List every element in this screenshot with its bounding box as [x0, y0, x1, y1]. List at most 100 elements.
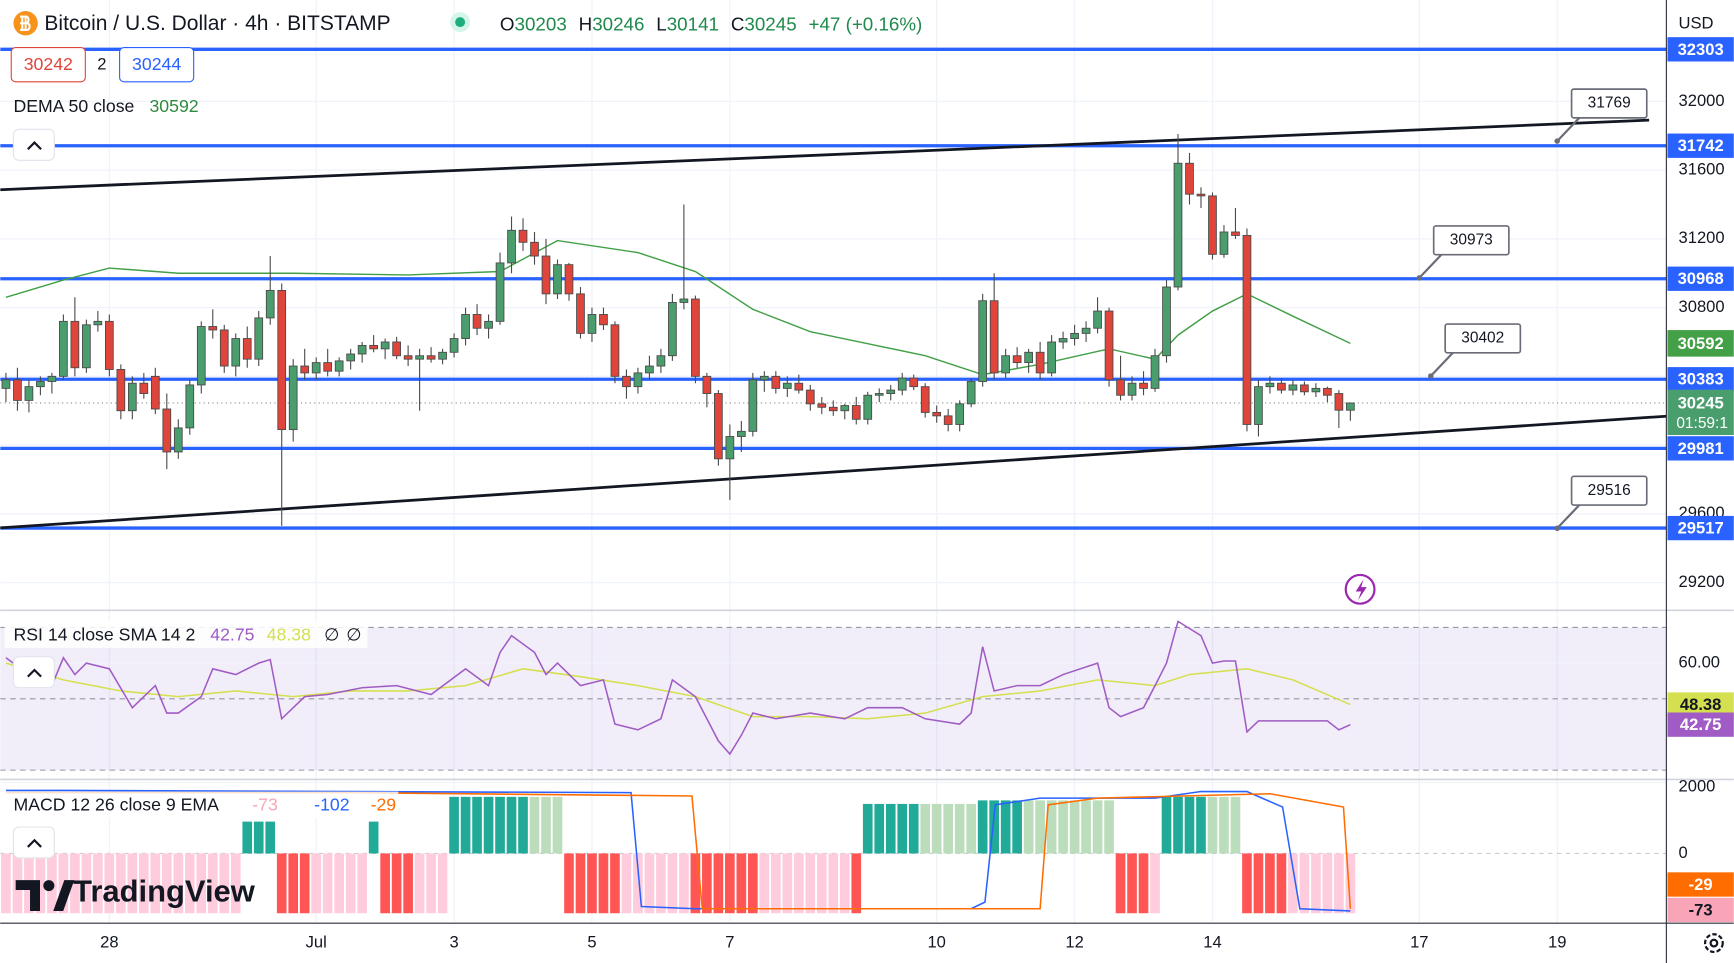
- candle-body: [668, 302, 677, 357]
- histogram-bar: [1115, 853, 1126, 914]
- histogram-bar: [414, 853, 425, 914]
- gear-hub[interactable]: [1709, 938, 1719, 948]
- histogram-bar: [1046, 800, 1057, 854]
- histogram-bar: [219, 853, 230, 914]
- bid-button[interactable]: [10, 46, 86, 83]
- button-frame[interactable]: [12, 128, 55, 161]
- alert-icon[interactable]: [1344, 573, 1376, 605]
- histogram-bar: [1081, 800, 1091, 854]
- macd-axis-label: -29: [1689, 875, 1713, 894]
- collapse-button[interactable]: [12, 656, 55, 689]
- x-tick-label: 3: [449, 932, 458, 951]
- bid-price[interactable]: 30242: [24, 54, 73, 74]
- histogram-bar: [1173, 796, 1183, 854]
- candle-body: [1323, 387, 1332, 396]
- candle-body: [932, 411, 942, 417]
- histogram-bar: [161, 853, 172, 914]
- candle-body: [1173, 162, 1183, 288]
- ohlc-label: H: [579, 13, 593, 34]
- histogram-bar: [1138, 853, 1149, 914]
- histogram-bar: [598, 853, 609, 914]
- histogram-bar: [104, 853, 115, 914]
- candle-body: [403, 355, 413, 360]
- level-label-bg: [1667, 133, 1734, 158]
- histogram-bar: [1196, 796, 1206, 854]
- icon-bolt[interactable]: [1355, 579, 1367, 601]
- symbol-title: Bitcoin / U.S. Dollar · 4h · BITSTAMP: [44, 12, 390, 35]
- x-tick-label: 19: [1548, 932, 1566, 951]
- candle-body: [70, 320, 80, 369]
- macd-legend-value: -102: [314, 795, 349, 815]
- candle-body: [851, 405, 861, 420]
- histogram-bar: [483, 796, 494, 854]
- histogram-bar: [138, 853, 149, 914]
- candle-body: [150, 375, 160, 410]
- dema-label-bg: [1667, 330, 1734, 357]
- histogram-bar: [1184, 796, 1195, 854]
- legend-bg: [4, 621, 368, 648]
- candle-body: [828, 406, 838, 412]
- chevron[interactable]: [27, 838, 42, 848]
- level-label-bg: [1667, 266, 1734, 291]
- collapse-button[interactable]: [12, 826, 55, 859]
- countdown: 01:59:1: [1676, 415, 1728, 432]
- histogram-bar: [1127, 853, 1137, 914]
- level-label-bg: [1667, 515, 1734, 541]
- histogram-bar: [380, 853, 390, 914]
- callout-box: [1444, 323, 1522, 354]
- candle-body: [1070, 332, 1079, 339]
- histogram-bar: [1035, 800, 1045, 854]
- histogram-bar: [1023, 800, 1034, 854]
- level-label: 32303: [1678, 40, 1724, 59]
- ask-price[interactable]: 30244: [132, 54, 181, 74]
- candle-body: [461, 314, 470, 339]
- gear[interactable]: [1703, 933, 1724, 954]
- candle-body: [495, 262, 505, 322]
- settings-button[interactable]: [1703, 933, 1724, 954]
- histogram-bar: [253, 821, 264, 854]
- candle-body: [47, 375, 57, 382]
- chevron[interactable]: [27, 141, 42, 151]
- x-tick-label: 10: [927, 932, 945, 951]
- x-tick-label: 28: [100, 932, 118, 951]
- candle-body: [265, 289, 275, 319]
- histogram-bar: [1253, 853, 1264, 914]
- histogram-bar: [552, 796, 563, 854]
- candle-body: [714, 393, 723, 460]
- candle-body: [1001, 355, 1010, 374]
- x-tick-label: Jul: [306, 932, 327, 951]
- candle-body: [782, 382, 792, 389]
- candle-body: [989, 300, 999, 374]
- histogram-bar: [230, 853, 241, 914]
- candle-body: [1334, 393, 1344, 411]
- ohlc-value: 30245: [744, 13, 796, 34]
- candle-body: [346, 353, 356, 362]
- histogram-bar: [989, 800, 999, 854]
- candle-body: [1012, 355, 1022, 364]
- candle-body: [541, 255, 551, 295]
- histogram-bar: [116, 853, 126, 914]
- histogram-bar: [587, 853, 597, 914]
- histogram-bar: [173, 853, 184, 914]
- candle-body: [610, 324, 620, 377]
- ask-button[interactable]: [119, 46, 195, 83]
- callout-pointer: [1556, 504, 1581, 530]
- button-frame[interactable]: [12, 656, 55, 689]
- candle-body: [587, 314, 597, 334]
- histogram-bar: [1058, 800, 1068, 854]
- logo-mark: [53, 880, 75, 912]
- candle-body: [1208, 195, 1217, 255]
- candle-body: [564, 264, 574, 295]
- histogram-bar: [127, 853, 138, 914]
- button-frame[interactable]: [12, 826, 55, 859]
- dema-legend: DEMA 50 close: [13, 96, 134, 116]
- collapse-button[interactable]: [12, 128, 55, 161]
- histogram-bar: [1150, 853, 1160, 914]
- histogram-bar: [391, 853, 402, 914]
- callout-pointer: [1556, 117, 1581, 142]
- histogram-bar: [1092, 800, 1103, 854]
- level-label: 31742: [1678, 136, 1724, 155]
- histogram-bar: [656, 853, 666, 914]
- chevron[interactable]: [27, 668, 42, 678]
